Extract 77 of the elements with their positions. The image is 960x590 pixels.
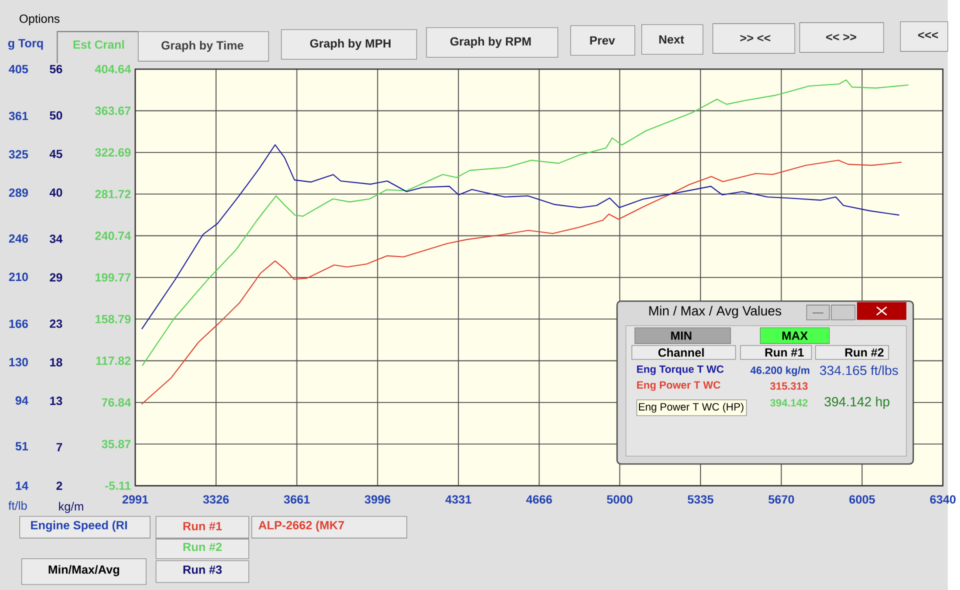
y-tick-label: 363.67 bbox=[95, 106, 131, 115]
y2-tick-label: 361 bbox=[8, 112, 28, 120]
text: Min/Max/Avg bbox=[48, 564, 120, 576]
y2-tick-label: 246 bbox=[9, 234, 28, 243]
y2-tick-label: 14 bbox=[16, 481, 28, 490]
y3-tick-label: 18 bbox=[50, 358, 62, 366]
x-tick-label: 3661 bbox=[284, 495, 310, 504]
text: g Torq bbox=[8, 38, 43, 50]
annotation: 394.142 hp bbox=[824, 396, 890, 409]
y-tick-label: -5.11 bbox=[105, 481, 131, 490]
text: Run #3 bbox=[183, 565, 222, 574]
annotation: 46.200 kg/m bbox=[750, 366, 810, 376]
y-tick-label: 76.84 bbox=[102, 398, 131, 406]
annotation: 315.313 bbox=[770, 382, 808, 390]
text: Graph by Time bbox=[162, 40, 244, 52]
y2-tick-label: 210 bbox=[9, 272, 28, 281]
x-tick-label: 3996 bbox=[364, 495, 390, 504]
y3-tick-label: 34 bbox=[50, 234, 63, 243]
y3-tick-label: 40 bbox=[50, 188, 62, 197]
y3-tick-label: 45 bbox=[50, 150, 62, 158]
y-tick-label: 240.74 bbox=[95, 231, 131, 240]
y-tick-label: 35.87 bbox=[102, 440, 131, 448]
x-tick-label: 3326 bbox=[203, 495, 229, 504]
annotation: 394.142 bbox=[770, 398, 808, 406]
text: Graph by MPH bbox=[310, 38, 391, 50]
annotation: Min / Max / Avg Values bbox=[649, 306, 782, 318]
x-tick-label: 6005 bbox=[849, 495, 875, 504]
x-tick-label: 4666 bbox=[526, 495, 552, 504]
x-tick-label: 5335 bbox=[688, 495, 714, 504]
y3-tick-label: 13 bbox=[50, 396, 62, 405]
y3-tick-label: 29 bbox=[50, 273, 62, 282]
text: Run #1 bbox=[183, 522, 222, 530]
y-tick-label: 158.79 bbox=[96, 314, 131, 324]
x-tick-label: 2991 bbox=[122, 495, 148, 504]
x-tick-label: 5000 bbox=[606, 495, 632, 504]
annotation: Run #2 bbox=[845, 348, 884, 356]
annotation: 334.165 ft/lbs bbox=[820, 365, 898, 375]
text: Engine Speed (RI bbox=[31, 520, 127, 532]
text: Eng Power T WC bbox=[637, 381, 720, 391]
y3-axis-title: kg/m bbox=[59, 502, 84, 513]
x-tick-label: 5670 bbox=[768, 495, 794, 504]
y2-tick-label: 166 bbox=[9, 319, 28, 328]
y2-tick-label: 130 bbox=[9, 358, 28, 366]
text: ALP-2662 (MK7 bbox=[258, 520, 344, 532]
text: <<< bbox=[918, 32, 938, 38]
y-tick-label: 404.64 bbox=[95, 64, 131, 74]
y3-tick-label: 7 bbox=[56, 442, 62, 452]
y3-tick-label: 23 bbox=[50, 319, 62, 328]
text: Options bbox=[20, 14, 60, 26]
y-axis-title: Est Cranl bbox=[74, 40, 124, 49]
x-tick-label: 6340 bbox=[930, 495, 956, 504]
y-tick-label: 199.77 bbox=[96, 273, 131, 282]
annotation: Eng Power T WC (HP) bbox=[639, 402, 744, 412]
annotation: Run #1 bbox=[765, 348, 804, 356]
y-tick-label: 117.82 bbox=[96, 356, 131, 365]
annotation: MAX bbox=[782, 331, 808, 340]
text: >> << bbox=[740, 34, 770, 42]
text: Prev bbox=[590, 36, 616, 44]
annotation: Channel bbox=[658, 348, 704, 357]
x-tick-label: 4331 bbox=[445, 495, 472, 504]
y2-tick-label: 405 bbox=[8, 64, 28, 74]
y2-axis-title: ft/lb bbox=[8, 500, 27, 510]
y2-tick-label: 289 bbox=[9, 188, 28, 197]
text: Next bbox=[659, 35, 684, 44]
text: << >> bbox=[826, 34, 856, 40]
y3-tick-label: 56 bbox=[50, 64, 62, 74]
text: Graph by RPM bbox=[450, 36, 531, 48]
y2-tick-label: 325 bbox=[8, 150, 28, 158]
y3-tick-label: 50 bbox=[50, 111, 62, 120]
y-tick-label: 281.72 bbox=[95, 190, 131, 198]
y2-tick-label: 94 bbox=[16, 396, 28, 405]
text: Run #2 bbox=[183, 542, 222, 551]
y2-tick-label: 51 bbox=[16, 442, 28, 450]
text: Eng Torque T WC bbox=[637, 365, 724, 375]
y3-tick-label: 2 bbox=[56, 481, 62, 490]
annotation: MIN bbox=[671, 331, 692, 340]
y-tick-label: 322.69 bbox=[95, 148, 131, 156]
